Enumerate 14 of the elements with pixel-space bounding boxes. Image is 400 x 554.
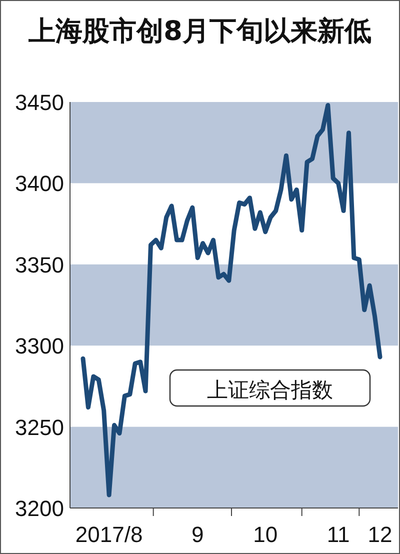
line-series [80, 103, 382, 498]
x-tick-label: 10 [253, 522, 278, 547]
y-tick-label: 3350 [15, 252, 64, 278]
y-tick-label: 3300 [15, 334, 64, 359]
x-tick-label: 9 [192, 522, 204, 547]
y-tick-label: 3400 [15, 171, 64, 196]
y-tick-label: 3250 [15, 414, 64, 440]
y-tick-label: 3200 [15, 496, 64, 521]
x-tick-label: 11 [326, 522, 350, 547]
annotation: 上证综合指数 [207, 378, 333, 402]
y-tick-label: 3450 [15, 90, 64, 115]
x-tick-label: 12 [368, 522, 392, 547]
chart-title: 上海股市创8月下旬以来新低 [28, 16, 372, 47]
x-tick-label: 2017/8 [75, 522, 143, 547]
